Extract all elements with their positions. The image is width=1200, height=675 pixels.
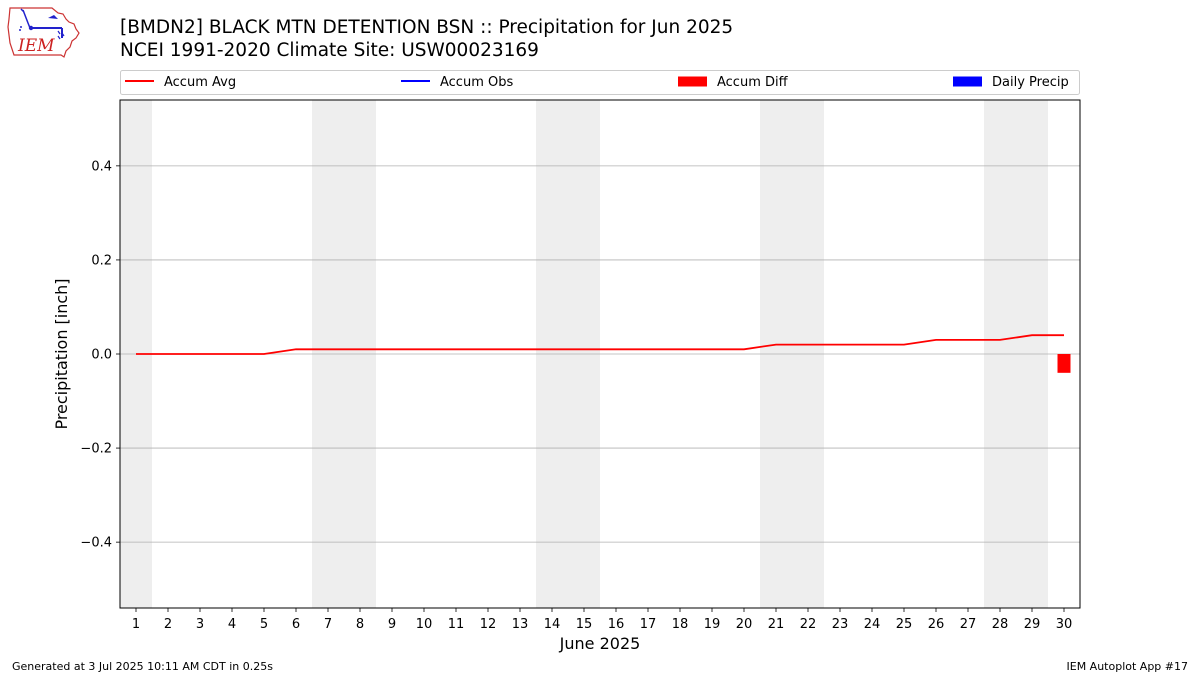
x-axis-label: June 2025 (559, 634, 641, 653)
chart-subtitle: NCEI 1991-2020 Climate Site: USW00023169 (120, 40, 539, 61)
iem-logo: IEM (7, 7, 80, 58)
x-tick-label: 22 (800, 617, 817, 632)
x-tick-label: 2 (164, 617, 172, 632)
x-tick-label: 15 (576, 617, 593, 632)
app-credit: IEM Autoplot App #17 (1066, 660, 1189, 673)
x-tick-label: 4 (228, 617, 236, 632)
x-tick-label: 29 (1024, 617, 1041, 632)
x-tick-label: 6 (292, 617, 300, 632)
x-tick-label: 17 (640, 617, 657, 632)
grid-lines (120, 165, 1080, 543)
x-tick-label: 23 (832, 617, 849, 632)
accum-diff-bar (1057, 354, 1071, 373)
x-tick-label: 10 (416, 617, 433, 632)
x-tick-label: 12 (480, 617, 497, 632)
y-tick-label: −0.2 (80, 442, 112, 457)
legend-label-0: Accum Avg (164, 75, 236, 90)
x-axis-ticks: 1 2 3 4 5 6 7 8 9 10 11 12 13 14 15 16 17 18 19 20 21 22 23 24 2… (132, 608, 1072, 632)
x-tick-label: 18 (672, 617, 689, 632)
x-tick-label: 21 (768, 617, 785, 632)
x-tick-label: 25 (896, 617, 913, 632)
legend-swatch-3 (953, 76, 982, 87)
legend-frame (120, 70, 1080, 95)
x-tick-label: 13 (512, 617, 529, 632)
logo-text: IEM (17, 36, 55, 56)
legend: Accum Avg Accum Obs Accum Diff Daily Precip (120, 70, 1080, 95)
y-tick-label: 0.4 (91, 159, 112, 174)
y-axis-ticks: −0.4 −0.2 0.0 0.2 0.4 (80, 159, 120, 551)
x-tick-label: 27 (960, 617, 977, 632)
accum-diff-bars (1057, 354, 1071, 373)
x-tick-label: 8 (356, 617, 364, 632)
y-tick-label: 0.2 (91, 253, 112, 268)
x-tick-label: 3 (196, 617, 204, 632)
legend-label-2: Accum Diff (717, 75, 789, 90)
y-tick-label: 0.0 (91, 348, 112, 363)
legend-label-1: Accum Obs (440, 75, 513, 90)
x-tick-label: 19 (704, 617, 721, 632)
x-tick-label: 24 (864, 617, 881, 632)
legend-label-3: Daily Precip (992, 75, 1069, 90)
accum-avg-line-group (136, 334, 1064, 355)
accum-avg-line (136, 334, 1064, 355)
y-tick-label: −0.4 (80, 536, 112, 551)
x-tick-label: 28 (992, 617, 1009, 632)
x-tick-label: 1 (132, 617, 140, 632)
x-tick-label: 7 (324, 617, 332, 632)
x-tick-label: 16 (608, 617, 625, 632)
x-tick-label: 9 (388, 617, 396, 632)
chart-title: [BMDN2] BLACK MTN DETENTION BSN :: Preci… (120, 17, 734, 38)
x-tick-label: 26 (928, 617, 945, 632)
x-tick-label: 5 (260, 617, 268, 632)
generated-timestamp: Generated at 3 Jul 2025 10:11 AM CDT in … (12, 660, 273, 673)
legend-swatch-2 (678, 76, 707, 87)
x-tick-label: 30 (1056, 617, 1073, 632)
x-tick-label: 14 (544, 617, 561, 632)
x-tick-label: 20 (736, 617, 753, 632)
x-tick-label: 11 (448, 617, 465, 632)
y-axis-label: Precipitation [inch] (52, 278, 71, 429)
